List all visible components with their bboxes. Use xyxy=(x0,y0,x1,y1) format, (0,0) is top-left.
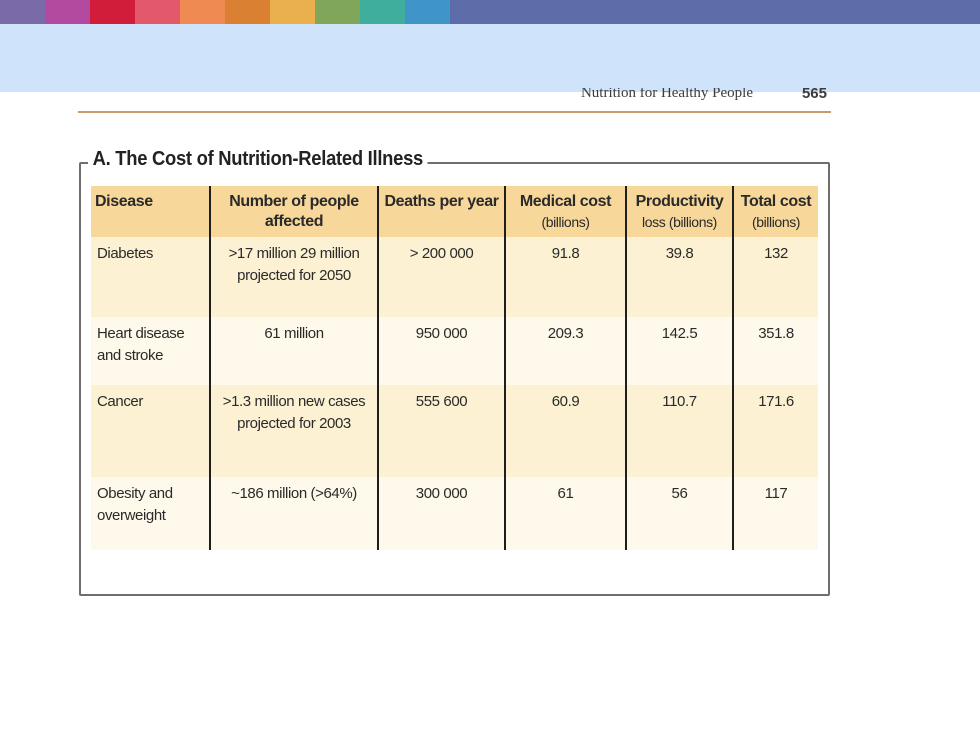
table-row: Cancer >1.3 million new cases projected … xyxy=(91,385,818,477)
cell-total: 117 xyxy=(732,477,818,550)
cell-disease: Obesity and overweight xyxy=(91,477,210,550)
cell-disease: Diabetes xyxy=(91,237,210,317)
cell-affected: 61 million xyxy=(209,317,378,385)
cell-medical: 209.3 xyxy=(504,317,626,385)
cell-affected: >17 million 29 million projected for 205… xyxy=(209,237,378,317)
column-header-deaths: Deaths per year xyxy=(377,186,505,237)
cell-total: 351.8 xyxy=(732,317,818,385)
color-swatch xyxy=(45,0,90,24)
color-strip-fill xyxy=(450,0,980,24)
cell-deaths: 950 000 xyxy=(377,317,505,385)
running-head: Nutrition for Healthy People 565 xyxy=(78,88,831,112)
cell-productivity: 56 xyxy=(625,477,733,550)
header-rule xyxy=(78,111,831,113)
cell-medical: 91.8 xyxy=(504,237,626,317)
cell-affected: ~186 million (>64%) xyxy=(209,477,378,550)
color-strip xyxy=(0,0,980,24)
cell-productivity: 39.8 xyxy=(625,237,733,317)
cell-productivity: 142.5 xyxy=(625,317,733,385)
table-row: Heart disease and stroke 61 million 950 … xyxy=(91,317,818,385)
cell-disease: Heart disease and stroke xyxy=(91,317,210,385)
section-title: A. The Cost of Nutrition-Related Illness xyxy=(88,148,428,171)
cell-disease: Cancer xyxy=(91,385,210,477)
cell-deaths: > 200 000 xyxy=(377,237,505,317)
column-header-medical: Medical cost (billions) xyxy=(504,186,626,237)
page-number: 565 xyxy=(801,88,827,102)
table-row: Diabetes >17 million 29 million projecte… xyxy=(91,237,818,317)
column-header-total: Total cost (billions) xyxy=(732,186,818,237)
color-swatch xyxy=(315,0,360,24)
title-banner xyxy=(0,24,980,92)
color-swatch xyxy=(180,0,225,24)
cell-productivity: 110.7 xyxy=(625,385,733,477)
column-header-disease: Disease xyxy=(91,186,210,237)
cell-medical: 60.9 xyxy=(504,385,626,477)
cell-deaths: 300 000 xyxy=(377,477,505,550)
color-swatch xyxy=(225,0,270,24)
column-header-productivity: Productivity loss (billions) xyxy=(625,186,733,237)
cell-deaths: 555 600 xyxy=(377,385,505,477)
running-head-text: Nutrition for Healthy People xyxy=(580,88,753,101)
section-frame xyxy=(79,162,830,596)
color-swatch xyxy=(405,0,450,24)
column-header-affected: Number of people affected xyxy=(209,186,378,237)
color-swatch xyxy=(0,0,45,24)
cell-affected: >1.3 million new cases projected for 200… xyxy=(209,385,378,477)
cell-total: 132 xyxy=(732,237,818,317)
cost-table: Disease Number of people affected Deaths… xyxy=(91,186,818,550)
color-swatch xyxy=(90,0,135,24)
color-swatch xyxy=(135,0,180,24)
table-header-row: Disease Number of people affected Deaths… xyxy=(91,186,818,237)
cell-medical: 61 xyxy=(504,477,626,550)
color-swatch xyxy=(270,0,315,24)
table-row: Obesity and overweight ~186 million (>64… xyxy=(91,477,818,550)
cell-total: 171.6 xyxy=(732,385,818,477)
color-swatch xyxy=(360,0,405,24)
